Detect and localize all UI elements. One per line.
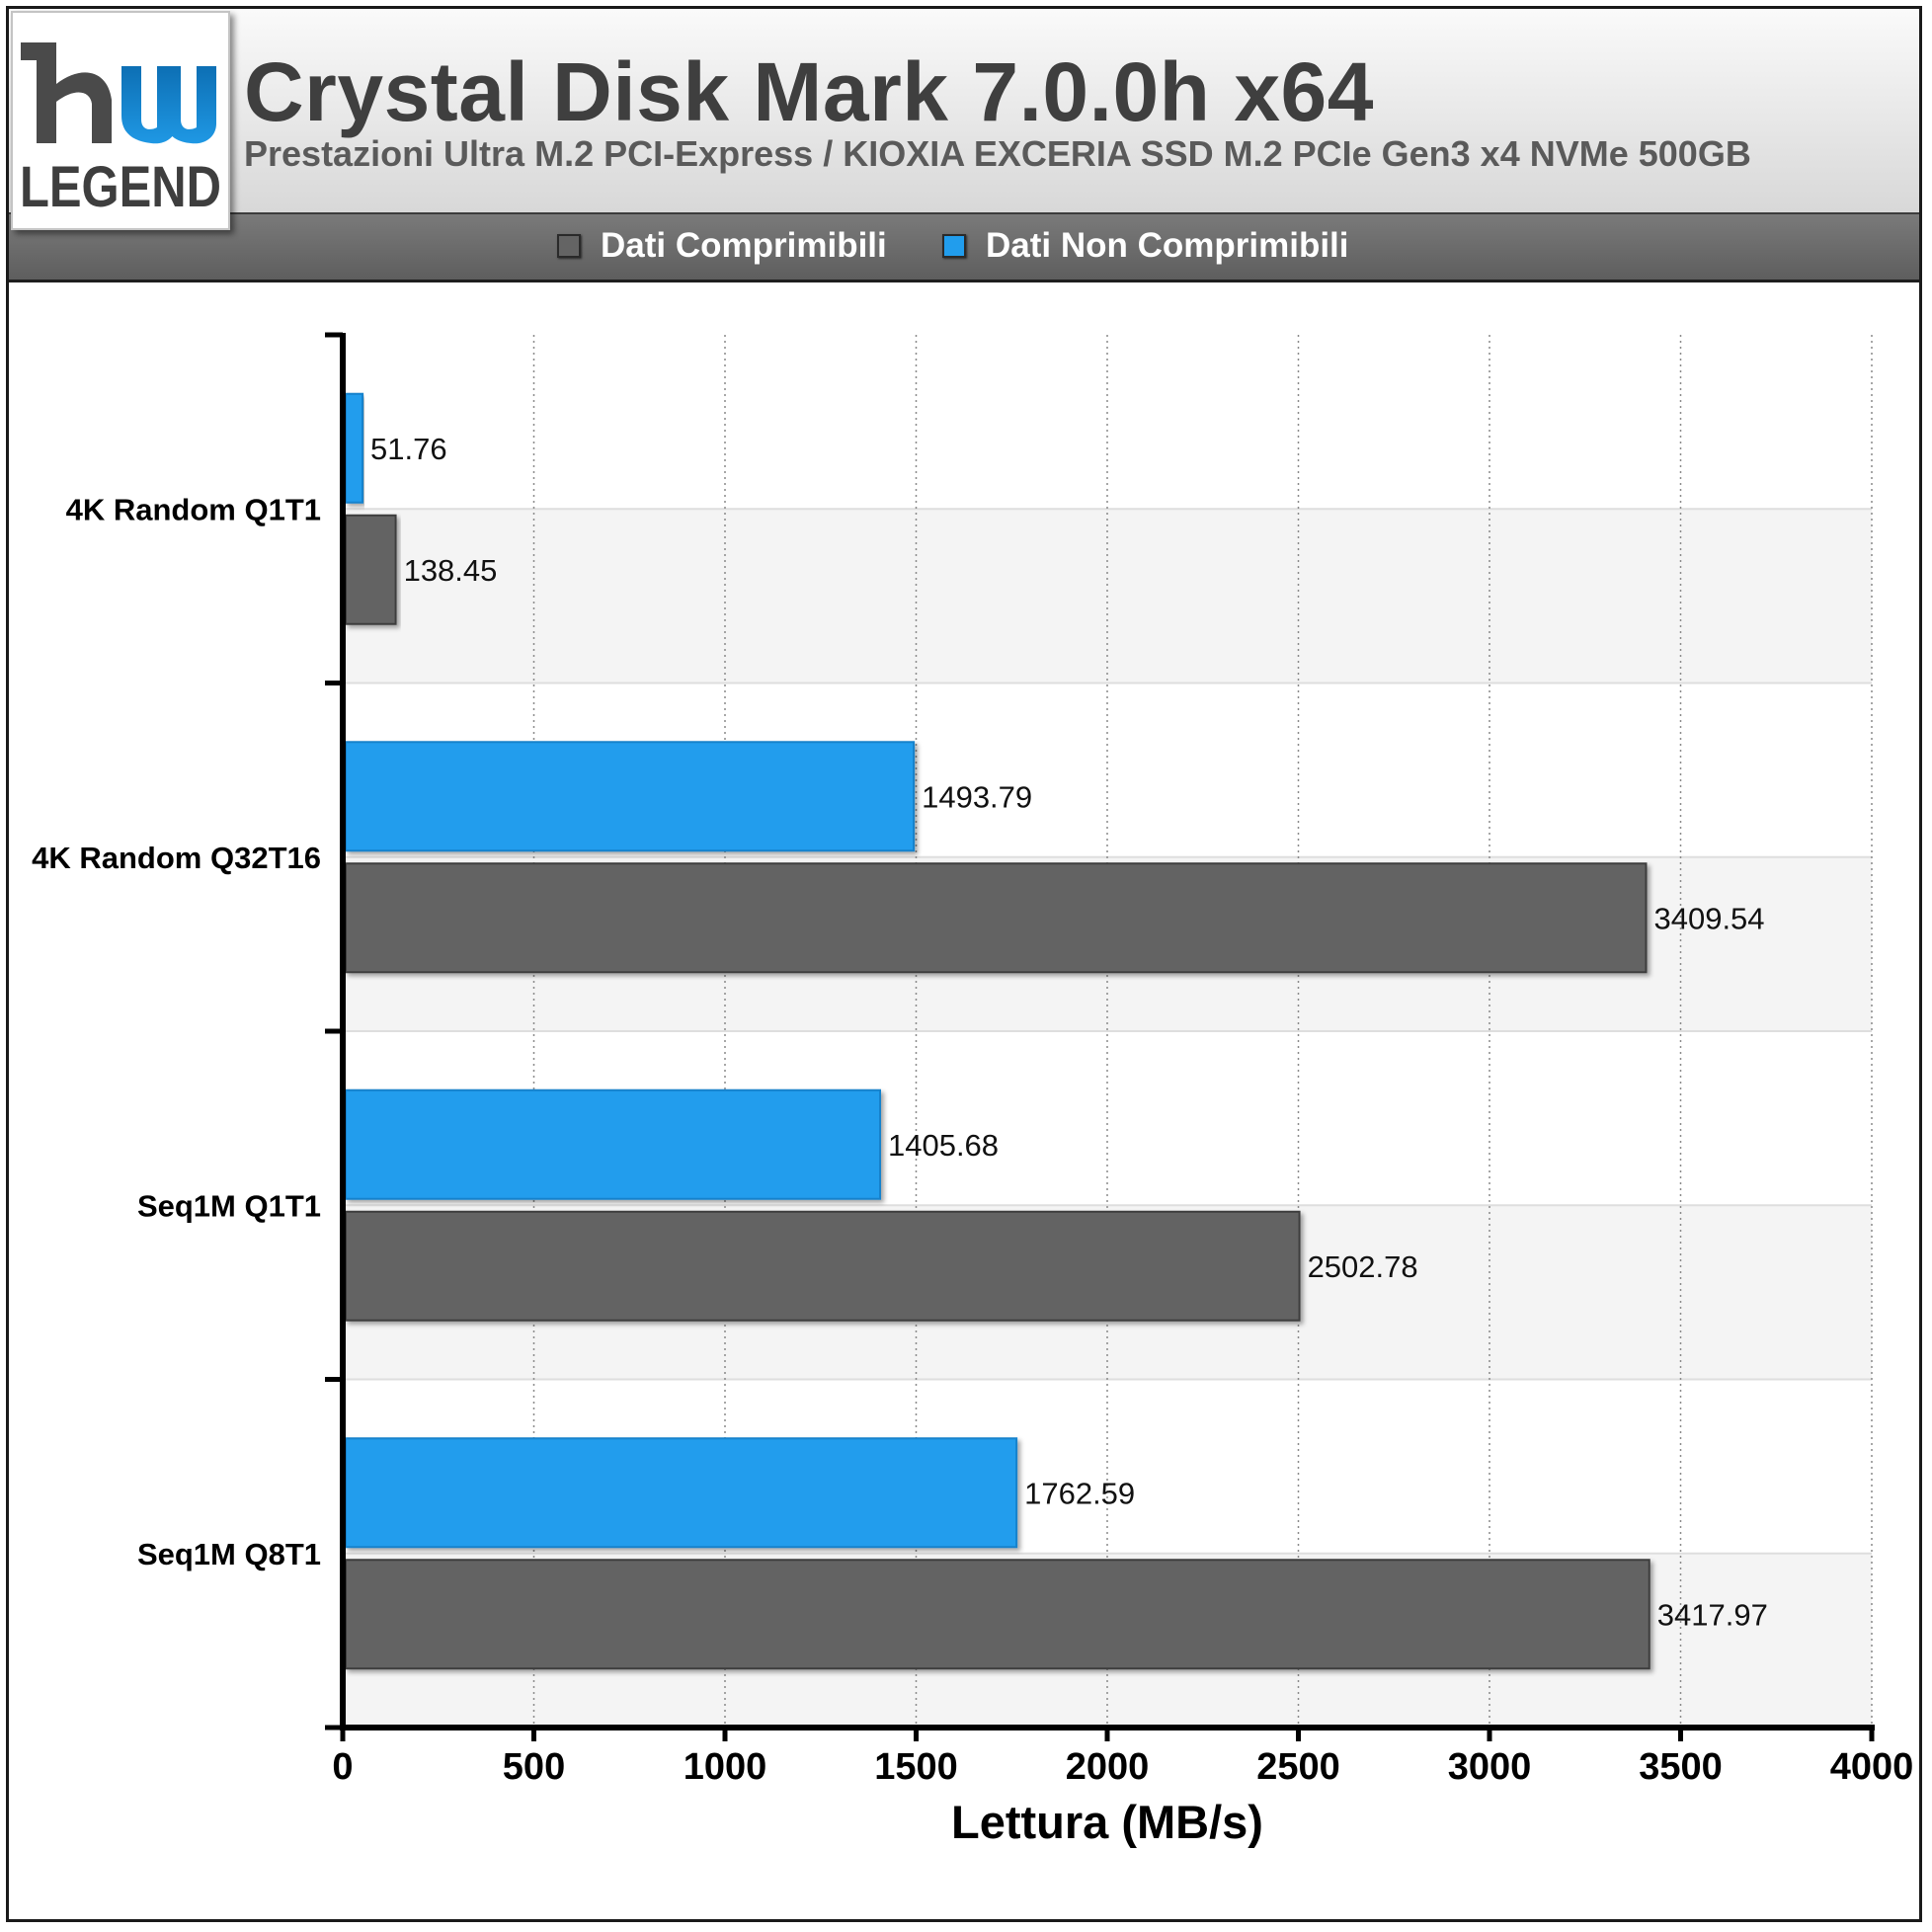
chart-title: Crystal Disk Mark 7.0.0h x64 [244,45,1374,138]
x-tick-label: 2000 [1066,1746,1150,1788]
category-label-seq1m-q8t1: Seq1M Q8T1 [137,1537,321,1571]
legend-swatch-compressible [557,234,581,258]
chart-frame: Crystal Disk Mark 7.0.0h x64 Prestazioni… [6,6,1922,1922]
hwlegend-logo: LEGEND [11,11,230,230]
x-tick-label: 3500 [1639,1746,1723,1788]
legend-item-non-compressible: Dati Non Comprimibili [942,226,1349,265]
x-tick-label: 500 [503,1746,565,1788]
bar-dati-comprimibili-seq1m-q1t1 [345,1210,1301,1322]
x-tick-label: 1000 [684,1746,767,1788]
value-label-dati-comprimibili-4k-random-q32t16: 3409.54 [1653,901,1764,935]
bar-dati-non-comprimibili-4k-random-q32t16 [345,741,916,852]
x-tick-label: 2500 [1256,1746,1340,1788]
value-label-dati-comprimibili-seq1m-q8t1: 3417.97 [1657,1597,1768,1632]
legend-item-compressible: Dati Comprimibili [557,226,887,265]
legend-label-compressible: Dati Comprimibili [601,226,887,265]
category-label-4k-random-q1t1: 4K Random Q1T1 [66,492,321,526]
value-label-dati-non-comprimibili-4k-random-q32t16: 1493.79 [922,779,1032,814]
x-tick-label: 0 [332,1746,353,1788]
chart-header: Crystal Disk Mark 7.0.0h x64 Prestazioni… [9,9,1919,214]
legend-label-non-compressible: Dati Non Comprimibili [986,226,1349,265]
bar-dati-comprimibili-seq1m-q8t1 [345,1559,1650,1670]
bar-dati-comprimibili-4k-random-q1t1 [345,514,397,625]
value-label-dati-non-comprimibili-seq1m-q1t1: 1405.68 [888,1128,999,1163]
bar-dati-comprimibili-4k-random-q32t16 [345,862,1648,974]
bar-dati-non-comprimibili-seq1m-q1t1 [345,1088,881,1200]
value-label-dati-non-comprimibili-4k-random-q1t1: 51.76 [370,432,447,466]
value-label-dati-comprimibili-seq1m-q1t1: 2502.78 [1308,1249,1418,1284]
legend-swatch-non-compressible [942,234,966,258]
x-tick-label: 4000 [1830,1746,1914,1788]
bar-dati-non-comprimibili-4k-random-q1t1 [345,392,364,504]
value-label-dati-non-comprimibili-seq1m-q8t1: 1762.59 [1024,1476,1135,1510]
category-label-4k-random-q32t16: 4K Random Q32T16 [32,841,321,875]
logo-text: LEGEND [20,155,221,219]
bar-chart: 51.76 138.45 1493.79 3409.54 1405.68 2502.78 1… [32,332,1914,1848]
logo-mark-icon: LEGEND [20,42,221,219]
x-axis-title: Lettura (MB/s) [951,1796,1263,1848]
value-label-dati-comprimibili-4k-random-q1t1: 138.45 [404,553,498,588]
x-tick-label: 3000 [1448,1746,1532,1788]
x-tick-label: 1500 [874,1746,958,1788]
bar-dati-non-comprimibili-seq1m-q8t1 [345,1437,1018,1549]
legend: Dati Comprimibili Dati Non Comprimibili [9,212,1919,282]
chart-subtitle: Prestazioni Ultra M.2 PCI-Express / KIOX… [244,133,1751,174]
category-label-seq1m-q1t1: Seq1M Q1T1 [137,1188,321,1223]
